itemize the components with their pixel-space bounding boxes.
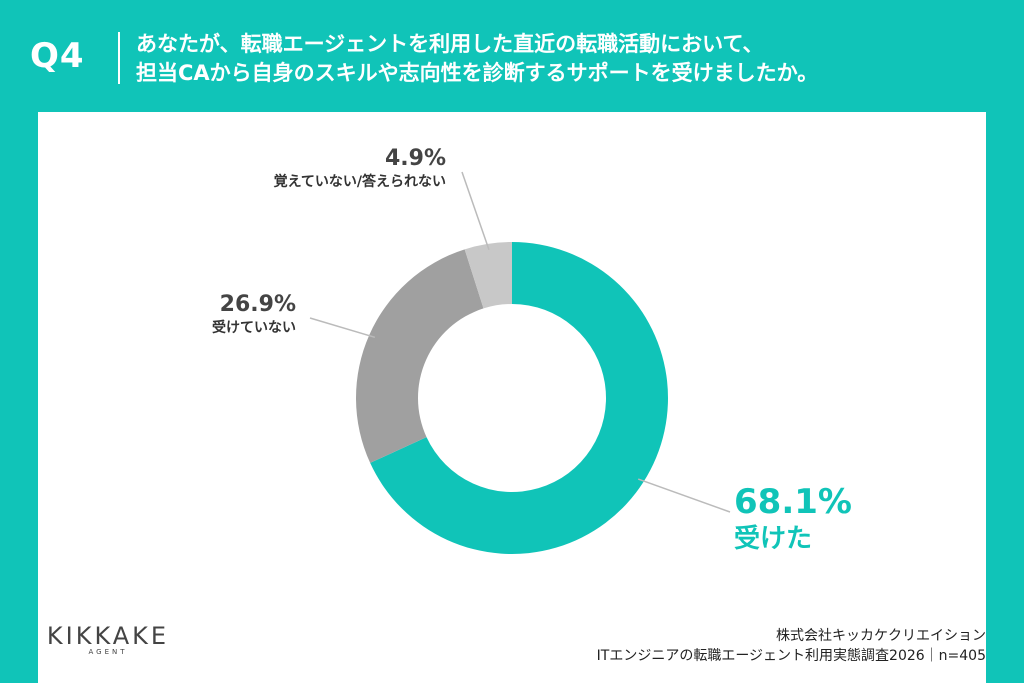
source-company: 株式会社キッカケクリエイション bbox=[776, 628, 986, 644]
header: Q4 あなたが、転職エージェントを利用した直近の転職活動において、 担当CAから… bbox=[0, 0, 1024, 112]
leader-line-not-received bbox=[309, 317, 376, 339]
leader-line-received bbox=[637, 478, 731, 513]
slice-value-not-received: 26.9% bbox=[219, 292, 296, 317]
chart-panel bbox=[38, 112, 986, 683]
source-survey: ITエンジニアの転職エージェント利用実態調査2026｜n=405 bbox=[596, 648, 986, 664]
slice-label-unsure: 4.9% 覚えていない/答えられない bbox=[160, 146, 446, 192]
question-text: あなたが、転職エージェントを利用した直近の転職活動において、 担当CAから自身の… bbox=[136, 30, 996, 88]
slice-label-not-received: 26.9% 受けていない bbox=[160, 292, 296, 338]
slice-not-received bbox=[356, 249, 484, 463]
question-line-2: 担当CAから自身のスキルや志向性を診断するサポートを受けましたか。 bbox=[136, 61, 819, 85]
question-line-1: あなたが、転職エージェントを利用した直近の転職活動において、 bbox=[136, 32, 764, 56]
header-divider bbox=[118, 32, 120, 84]
source-note: 株式会社キッカケクリエイション ITエンジニアの転職エージェント利用実態調査20… bbox=[597, 626, 986, 666]
slice-value-received: 68.1% bbox=[734, 482, 852, 522]
slice-label-received: 68.1% 受けた bbox=[734, 482, 894, 556]
question-number: Q4 bbox=[30, 36, 85, 76]
slice-received bbox=[370, 242, 668, 554]
slice-category-not-received: 受けていない bbox=[212, 320, 296, 336]
slice-value-unsure: 4.9% bbox=[384, 146, 446, 171]
slice-category-received: 受けた bbox=[734, 524, 813, 554]
kikkake-agent-logo: KIKKAKE AGENT bbox=[46, 622, 170, 656]
slice-category-unsure: 覚えていない/答えられない bbox=[273, 174, 446, 190]
leader-line-unsure bbox=[461, 171, 490, 251]
slice-unsure bbox=[464, 242, 512, 309]
